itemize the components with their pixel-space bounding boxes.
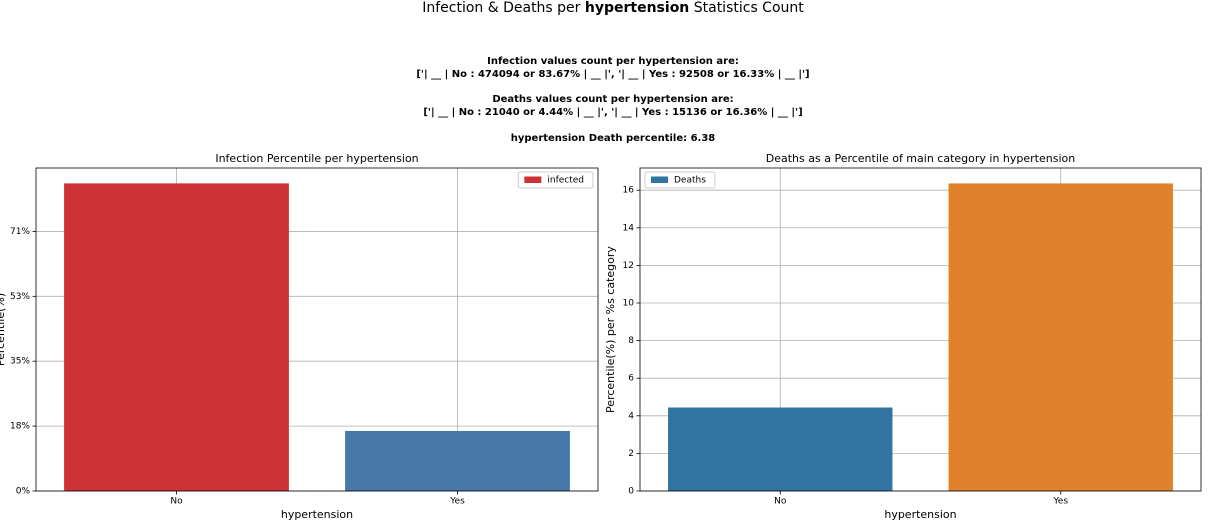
y-axis-label: Percentile(%): [0, 293, 7, 366]
x-tick-label: Yes: [1052, 497, 1068, 507]
bar: [345, 430, 570, 491]
y-tick-label: 35%: [10, 357, 30, 367]
y-tick-label: 12: [623, 261, 634, 271]
summary-line: Infection values count per hypertension …: [487, 56, 739, 67]
legend-label: Deaths: [674, 176, 706, 186]
bar: [64, 183, 289, 491]
title-suffix: Statistics Count: [694, 0, 805, 16]
summary-line: ['| __ | No : 21040 or 4.44% | __ |', '|…: [423, 107, 802, 118]
y-tick-label: 0%: [16, 487, 31, 497]
summary-line: ['| __ | No : 474094 or 83.67% | __ |', …: [416, 69, 809, 80]
title-prefix: Infection & Deaths per: [422, 0, 580, 16]
legend-swatch: [524, 176, 542, 183]
x-tick-label: No: [774, 497, 787, 507]
y-tick-label: 14: [623, 223, 635, 233]
y-tick-label: 4: [628, 411, 634, 421]
x-tick-label: No: [170, 497, 183, 507]
legend-frame: [644, 171, 716, 189]
chart-title: Deaths as a Percentile of main category …: [766, 152, 1076, 165]
legend: Deaths: [644, 171, 716, 189]
y-axis-label: Percentile(%) per %s category: [604, 246, 617, 413]
legend-label: infected: [547, 176, 584, 186]
summary-line: hypertension Death percentile: 6.38: [511, 133, 716, 144]
x-tick-label: Yes: [449, 497, 465, 507]
y-tick-label: 10: [623, 298, 635, 308]
axes-frame: [639, 167, 1202, 492]
bar: [948, 183, 1173, 492]
chart-title: Infection Percentile per hypertension: [215, 152, 418, 165]
y-tick-label: 18%: [10, 422, 30, 432]
y-tick-label: 2: [628, 449, 634, 459]
summary-line: Deaths values count per hypertension are…: [492, 94, 733, 105]
y-tick-label: 16: [623, 186, 635, 196]
x-axis-label: hypertension: [884, 508, 956, 521]
axes-frame: [35, 167, 599, 492]
title-bold: hypertension: [585, 0, 689, 16]
legend: infected: [517, 171, 594, 189]
bar: [668, 407, 893, 491]
y-tick-label: 8: [628, 336, 634, 346]
y-tick-label: 53%: [10, 292, 30, 302]
y-tick-label: 6: [628, 374, 634, 384]
legend-frame: [517, 171, 594, 189]
x-axis-label: hypertension: [281, 508, 353, 521]
figure-title: Infection & Deaths per hypertension Stat…: [422, 0, 804, 16]
legend-swatch: [651, 176, 668, 183]
y-tick-label: 0: [628, 487, 634, 497]
y-tick-label: 71%: [10, 227, 30, 237]
